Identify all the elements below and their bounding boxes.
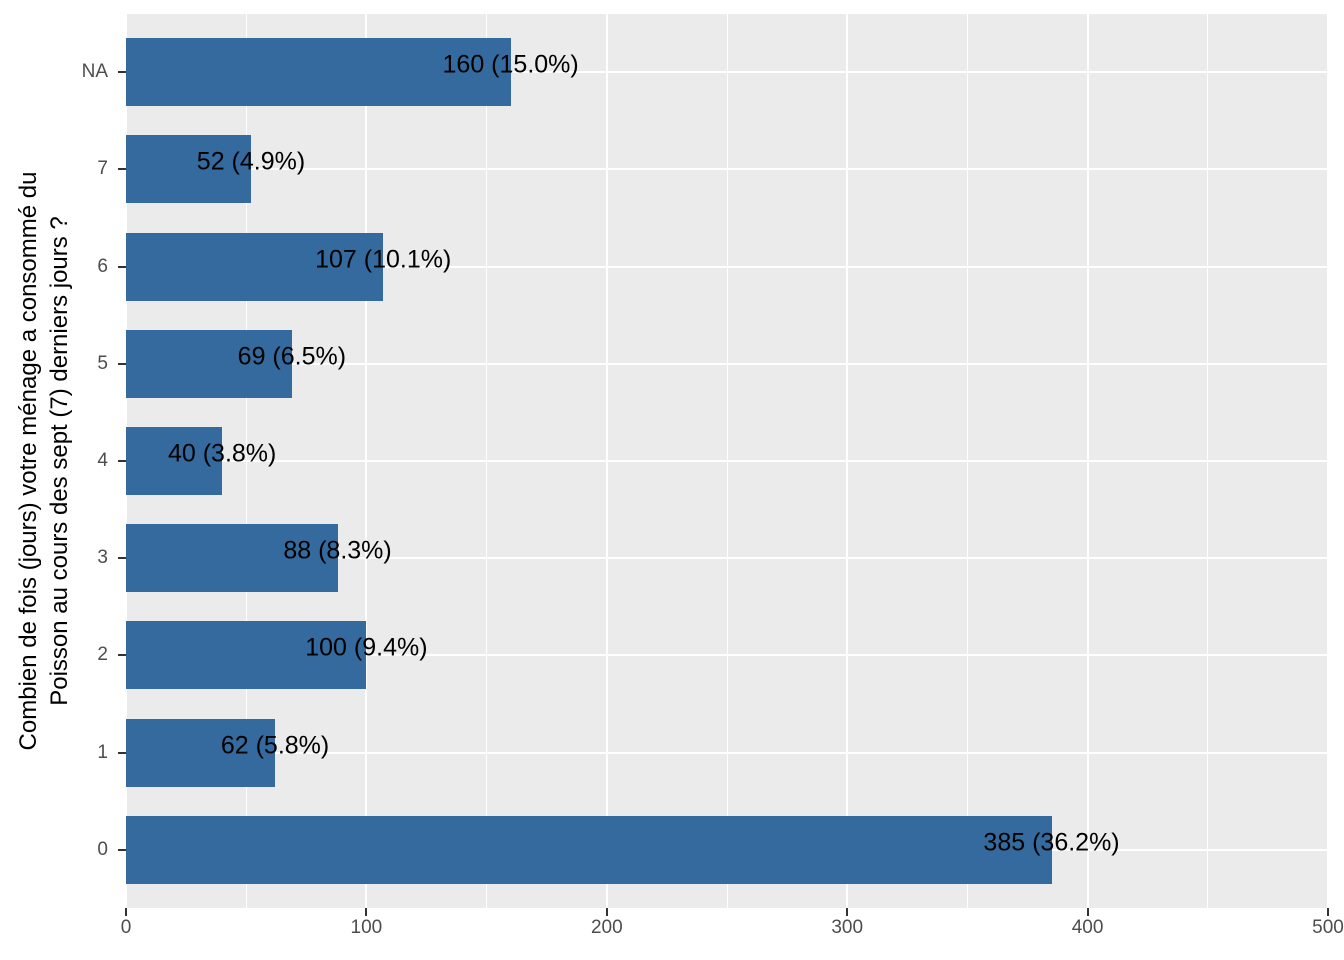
bar-value-label: 160 (15.0%) (442, 50, 579, 79)
y-tick-label: 5 (97, 352, 108, 374)
x-tick-mark (365, 908, 368, 916)
x-tick-mark (125, 908, 127, 916)
y-tick-label: 7 (97, 158, 108, 180)
y-tick-label: NA (81, 61, 108, 83)
bar-0 (126, 815, 1052, 884)
x-tick-label: 100 (350, 917, 383, 938)
y-tick-mark (118, 460, 126, 462)
x-tick-label: 400 (1071, 917, 1104, 938)
bar-value-label: 88 (8.3%) (283, 536, 392, 565)
bar-value-label: 385 (36.2%) (983, 828, 1120, 857)
y-tick-mark (118, 848, 126, 851)
y-tick-mark (118, 654, 126, 657)
y-tick-label: 6 (97, 255, 108, 277)
bar-2 (126, 621, 367, 690)
bar-value-label: 100 (9.4%) (305, 633, 428, 662)
bar-value-label: 40 (3.8%) (167, 439, 277, 468)
y-tick-mark (118, 557, 126, 560)
gridline-major-horizontal (126, 654, 1328, 657)
x-tick-mark (1327, 908, 1329, 916)
bar-7 (126, 135, 251, 204)
y-tick-label: 4 (97, 450, 108, 471)
x-tick-label: 0 (120, 917, 132, 938)
y-tick-label: 3 (97, 547, 108, 569)
bar-1 (126, 718, 276, 787)
bar-value-label: 62 (5.8%) (220, 731, 330, 760)
gridline-major-horizontal (126, 460, 1328, 462)
y-tick-mark (118, 751, 126, 754)
gridline-major-horizontal (126, 362, 1328, 365)
bar-NA (126, 38, 511, 107)
x-tick-mark (605, 908, 608, 916)
y-tick-label: 0 (97, 838, 108, 860)
bar-5 (126, 329, 292, 398)
plot-panel: 160 (15.0%) 52 (4.9%) 107 (10.1%) 69 (6.5%)… (126, 14, 1328, 908)
gridline-major-horizontal (126, 168, 1328, 171)
bar-4 (126, 427, 223, 495)
gridline-major-horizontal (126, 71, 1328, 74)
gridline-major-horizontal (126, 557, 1328, 560)
x-tick-mark (1086, 908, 1089, 916)
gridline-major-horizontal (126, 751, 1328, 754)
bar-value-label: 107 (10.1%) (315, 245, 452, 274)
gridline-major-horizontal (126, 265, 1328, 268)
bar-value-label: 69 (6.5%) (237, 342, 347, 371)
bar-value-label: 52 (4.9%) (196, 147, 306, 176)
y-tick-label: 2 (97, 644, 108, 666)
bar-6 (126, 232, 384, 301)
x-tick-label: 500 (1312, 917, 1344, 938)
bar-3 (126, 524, 338, 593)
y-tick-label: 1 (97, 741, 108, 763)
y-tick-mark (118, 168, 126, 171)
x-tick-mark (846, 908, 849, 916)
y-tick-mark (118, 265, 126, 268)
y-tick-mark (118, 71, 126, 74)
x-tick-label: 300 (831, 917, 864, 938)
y-tick-mark (118, 362, 126, 365)
x-tick-label: 200 (590, 917, 623, 938)
